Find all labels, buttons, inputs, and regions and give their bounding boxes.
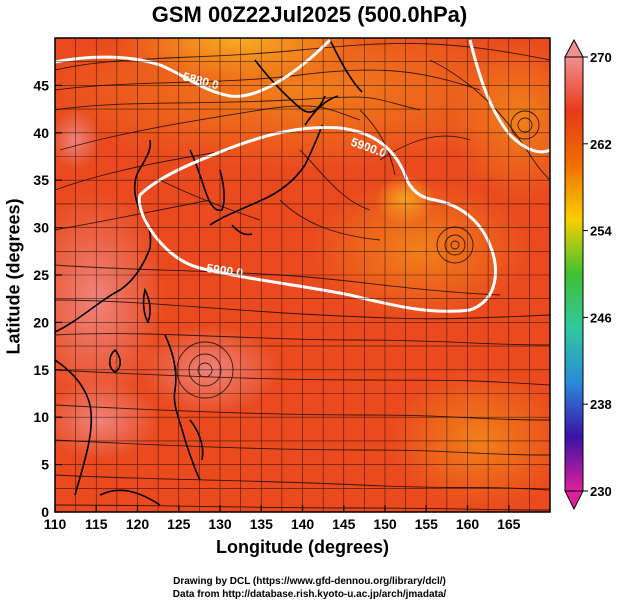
colorbar: 270 262 254 246 238 230 <box>564 38 612 511</box>
y-tick-label: 5 <box>41 457 49 473</box>
y-tick-label: 25 <box>33 267 49 283</box>
coastlines <box>55 39 363 506</box>
y-axis: 0 5 10 15 20 25 30 35 40 45 <box>33 77 62 520</box>
grid-lines <box>55 38 550 512</box>
x-tick-label: 120 <box>126 516 150 532</box>
x-tick-label: 160 <box>456 516 480 532</box>
y-tick-label: 20 <box>33 314 49 330</box>
x-tick-label: 110 <box>44 516 67 532</box>
y-tick-label: 40 <box>33 125 49 141</box>
x-tick-label: 115 <box>85 516 108 532</box>
colorbar-bottom-arrow <box>564 490 584 511</box>
warm-region <box>390 370 550 510</box>
credit-drawing: Drawing by DCL (https://www.gfd-dennou.o… <box>173 576 446 587</box>
colorbar-label: 270 <box>590 50 612 65</box>
height-contours <box>55 38 550 313</box>
hot-region <box>55 380 160 460</box>
y-tick-label: 45 <box>33 77 49 93</box>
x-tick-label: 140 <box>291 516 315 532</box>
colorbar-top-arrow <box>564 38 584 58</box>
x-axis: 110 115 120 125 130 135 140 145 150 155 160 165 <box>44 505 521 532</box>
x-tick-label: 145 <box>332 516 356 532</box>
y-tick-label: 30 <box>33 220 49 236</box>
contour-5900-west <box>137 125 497 313</box>
contour-label: 5900.0 <box>206 261 245 280</box>
y-tick-label: 15 <box>33 362 49 378</box>
colorbar-scale <box>564 56 584 492</box>
y-tick-label: 10 <box>33 409 49 425</box>
x-axis-label: Longitude (degrees) <box>215 537 389 557</box>
y-tick-label: 35 <box>33 172 49 188</box>
x-tick-label: 165 <box>497 516 521 532</box>
colorbar-label: 246 <box>590 310 612 325</box>
contour-5900-east <box>468 39 550 154</box>
x-tick-label: 125 <box>167 516 191 532</box>
warm-region <box>120 38 360 80</box>
map-title: GSM 00Z22Jul2025 (500.0hPa) <box>151 2 468 27</box>
credit-data: Data from http://database.rish.kyoto-u.a… <box>172 589 447 600</box>
x-tick-label: 135 <box>250 516 274 532</box>
colorbar-label: 254 <box>590 224 612 239</box>
contour-5880 <box>55 38 332 98</box>
x-tick-label: 150 <box>373 516 397 532</box>
x-tick-label: 155 <box>415 516 439 532</box>
x-tick-label: 130 <box>208 516 232 532</box>
warm-region <box>310 180 530 320</box>
y-tick-label: 0 <box>41 504 49 520</box>
colorbar-label: 262 <box>590 137 612 152</box>
y-axis-label: Latitude (degrees) <box>3 198 24 355</box>
hot-region <box>55 110 100 170</box>
colorbar-label: 238 <box>590 397 612 412</box>
colorbar-label: 230 <box>590 484 612 499</box>
